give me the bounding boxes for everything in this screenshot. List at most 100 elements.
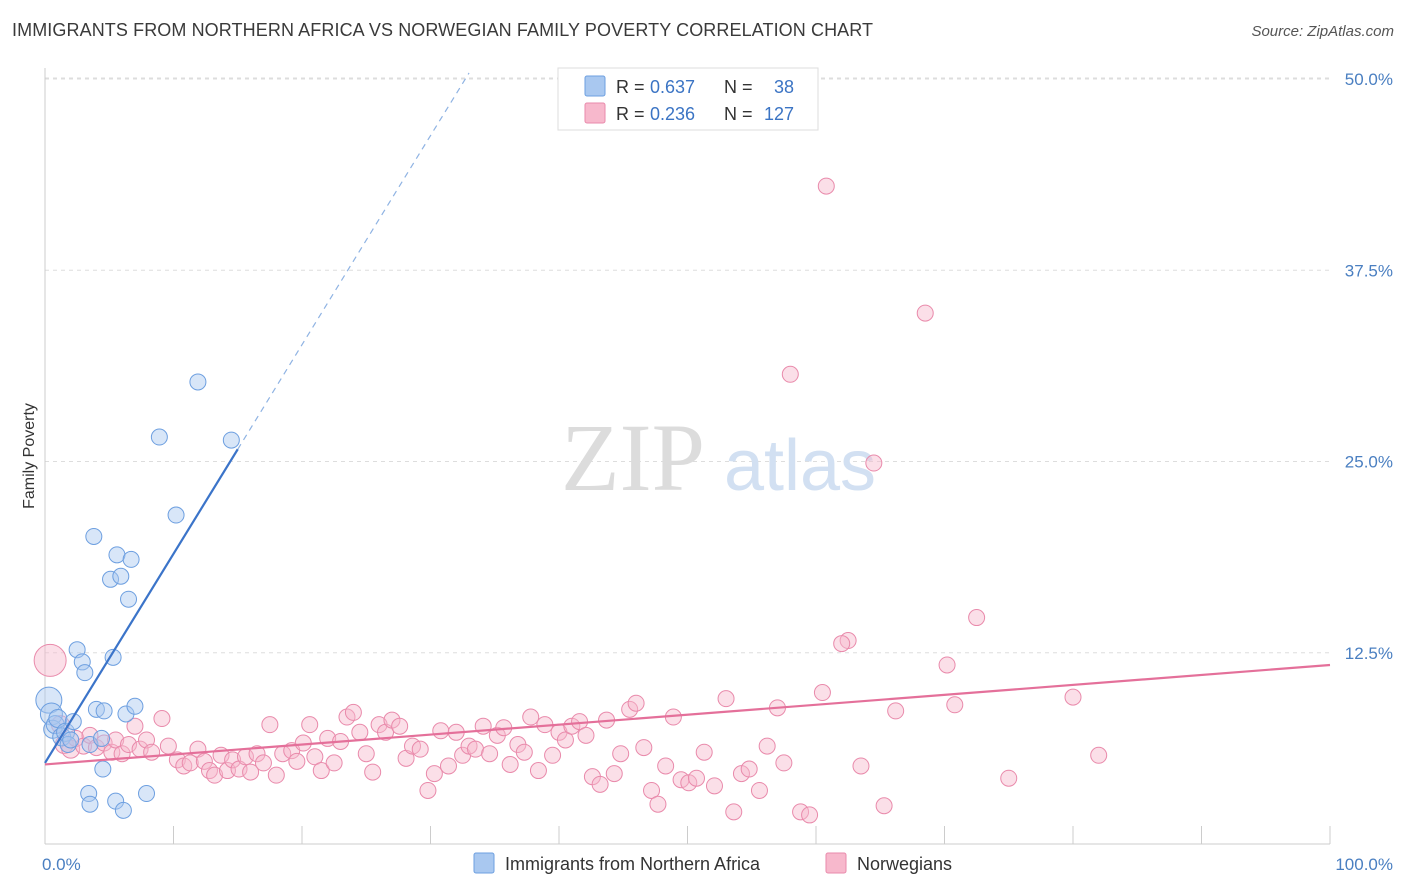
norwegian-point bbox=[254, 754, 272, 772]
norwegian-point bbox=[1064, 688, 1082, 706]
norwegian-point bbox=[344, 703, 362, 721]
africa-point bbox=[94, 760, 112, 778]
watermark-zip: ZIP bbox=[561, 404, 705, 511]
norwegian-point bbox=[635, 739, 653, 757]
watermark: ZIP atlas bbox=[561, 404, 876, 511]
africa-point bbox=[35, 686, 63, 714]
y-axis-title: Family Poverty bbox=[21, 403, 38, 509]
norwegian-point bbox=[621, 700, 639, 718]
norwegian-point bbox=[439, 757, 457, 775]
legend-bottom: Immigrants from Northern Africa Norwegian… bbox=[473, 852, 952, 874]
norwegian-point bbox=[775, 754, 793, 772]
norwegian-point bbox=[758, 737, 776, 755]
africa-point bbox=[81, 795, 99, 813]
norwegian-point bbox=[200, 762, 218, 780]
norwegian-point bbox=[126, 717, 144, 735]
norwegian-point bbox=[612, 745, 630, 763]
norwegian-point bbox=[938, 656, 956, 674]
africa-point bbox=[122, 550, 140, 568]
norwegian-point bbox=[813, 684, 831, 702]
norwegian-point bbox=[425, 765, 443, 783]
africa-point bbox=[93, 729, 111, 747]
norwegian-point bbox=[181, 754, 199, 772]
norwegian-point bbox=[887, 702, 905, 720]
norwegian-point bbox=[33, 643, 67, 677]
norwegian-point bbox=[522, 708, 540, 726]
legend-n-label: N = bbox=[724, 77, 753, 97]
legend-r-value: 0.637 bbox=[650, 77, 695, 97]
norwegian-point bbox=[288, 752, 306, 770]
norwegian-point bbox=[875, 797, 893, 815]
norwegian-point bbox=[312, 762, 330, 780]
norwegian-point bbox=[261, 716, 279, 734]
norwegian-point bbox=[865, 454, 883, 472]
norwegian-trend-line bbox=[44, 663, 1331, 766]
norwegian-point bbox=[242, 763, 260, 781]
norwegian-point bbox=[605, 765, 623, 783]
africa-point bbox=[150, 428, 168, 446]
y-tick-label: 50.0% bbox=[1345, 70, 1393, 89]
y-tick-label: 37.5% bbox=[1345, 261, 1393, 280]
norwegian-point bbox=[432, 722, 450, 740]
norwegian-point bbox=[705, 777, 723, 795]
norwegian-point bbox=[544, 746, 562, 764]
norwegian-point bbox=[501, 755, 519, 773]
legend-label: Norwegians bbox=[857, 854, 952, 874]
norwegian-point bbox=[466, 740, 484, 758]
africa-trend-line bbox=[44, 448, 239, 764]
norwegian-point bbox=[195, 752, 213, 770]
norwegian-point bbox=[833, 635, 851, 653]
norwegian-point bbox=[740, 760, 758, 778]
norwegian-point bbox=[306, 748, 324, 766]
africa-point bbox=[64, 713, 82, 731]
norwegian-point bbox=[1090, 746, 1108, 764]
africa-point bbox=[114, 801, 132, 819]
norwegian-point bbox=[750, 781, 768, 799]
norwegian-point bbox=[267, 766, 285, 784]
grid bbox=[45, 77, 1330, 654]
legend-n-label: N = bbox=[724, 104, 753, 124]
africa-point bbox=[102, 570, 120, 588]
legend-r-value: 0.236 bbox=[650, 104, 695, 124]
norwegian-point bbox=[419, 781, 437, 799]
africa-point bbox=[85, 527, 103, 545]
norwegian-point bbox=[325, 754, 343, 772]
norwegian-point bbox=[357, 745, 375, 763]
legend-r-label: R = bbox=[616, 104, 645, 124]
norwegian-point bbox=[107, 731, 125, 749]
norwegian-point bbox=[391, 717, 409, 735]
norwegian-point bbox=[792, 803, 810, 821]
norwegian-point bbox=[351, 723, 369, 741]
africa-point bbox=[95, 702, 113, 720]
norwegian-point bbox=[577, 726, 595, 744]
legend-swatch bbox=[825, 852, 847, 874]
africa-point bbox=[112, 567, 130, 585]
x-tick-label-min: 0.0% bbox=[42, 855, 81, 874]
africa-point bbox=[167, 506, 185, 524]
chart-title: IMMIGRANTS FROM NORTHERN AFRICA VS NORWE… bbox=[12, 20, 874, 40]
norwegian-point bbox=[801, 806, 819, 824]
africa-point bbox=[59, 736, 77, 754]
norwegian-point bbox=[643, 781, 661, 799]
africa-point bbox=[108, 546, 126, 564]
norwegian-point bbox=[946, 696, 964, 714]
norwegian-point bbox=[143, 743, 161, 761]
legend-label: Immigrants from Northern Africa bbox=[505, 854, 761, 874]
norwegian-point bbox=[657, 757, 675, 775]
axes bbox=[44, 68, 1331, 845]
africa-point bbox=[189, 373, 207, 391]
norwegian-point bbox=[411, 740, 429, 758]
y-tick-labels: 12.5% 25.0% 37.5% 50.0% bbox=[1345, 70, 1393, 663]
norwegian-point bbox=[168, 751, 186, 769]
norwegian-point bbox=[364, 763, 382, 781]
legend-top: R = 0.637 N = 38 R = 0.236 N = 127 bbox=[557, 67, 819, 131]
africa-point bbox=[80, 785, 98, 803]
norwegian-point bbox=[248, 745, 266, 763]
norwegian-point bbox=[159, 737, 177, 755]
africa-point bbox=[104, 648, 122, 666]
norwegian-point bbox=[529, 762, 547, 780]
watermark-atlas: atlas bbox=[724, 426, 876, 506]
africa-point bbox=[120, 590, 138, 608]
y-tick-label: 12.5% bbox=[1345, 644, 1393, 663]
